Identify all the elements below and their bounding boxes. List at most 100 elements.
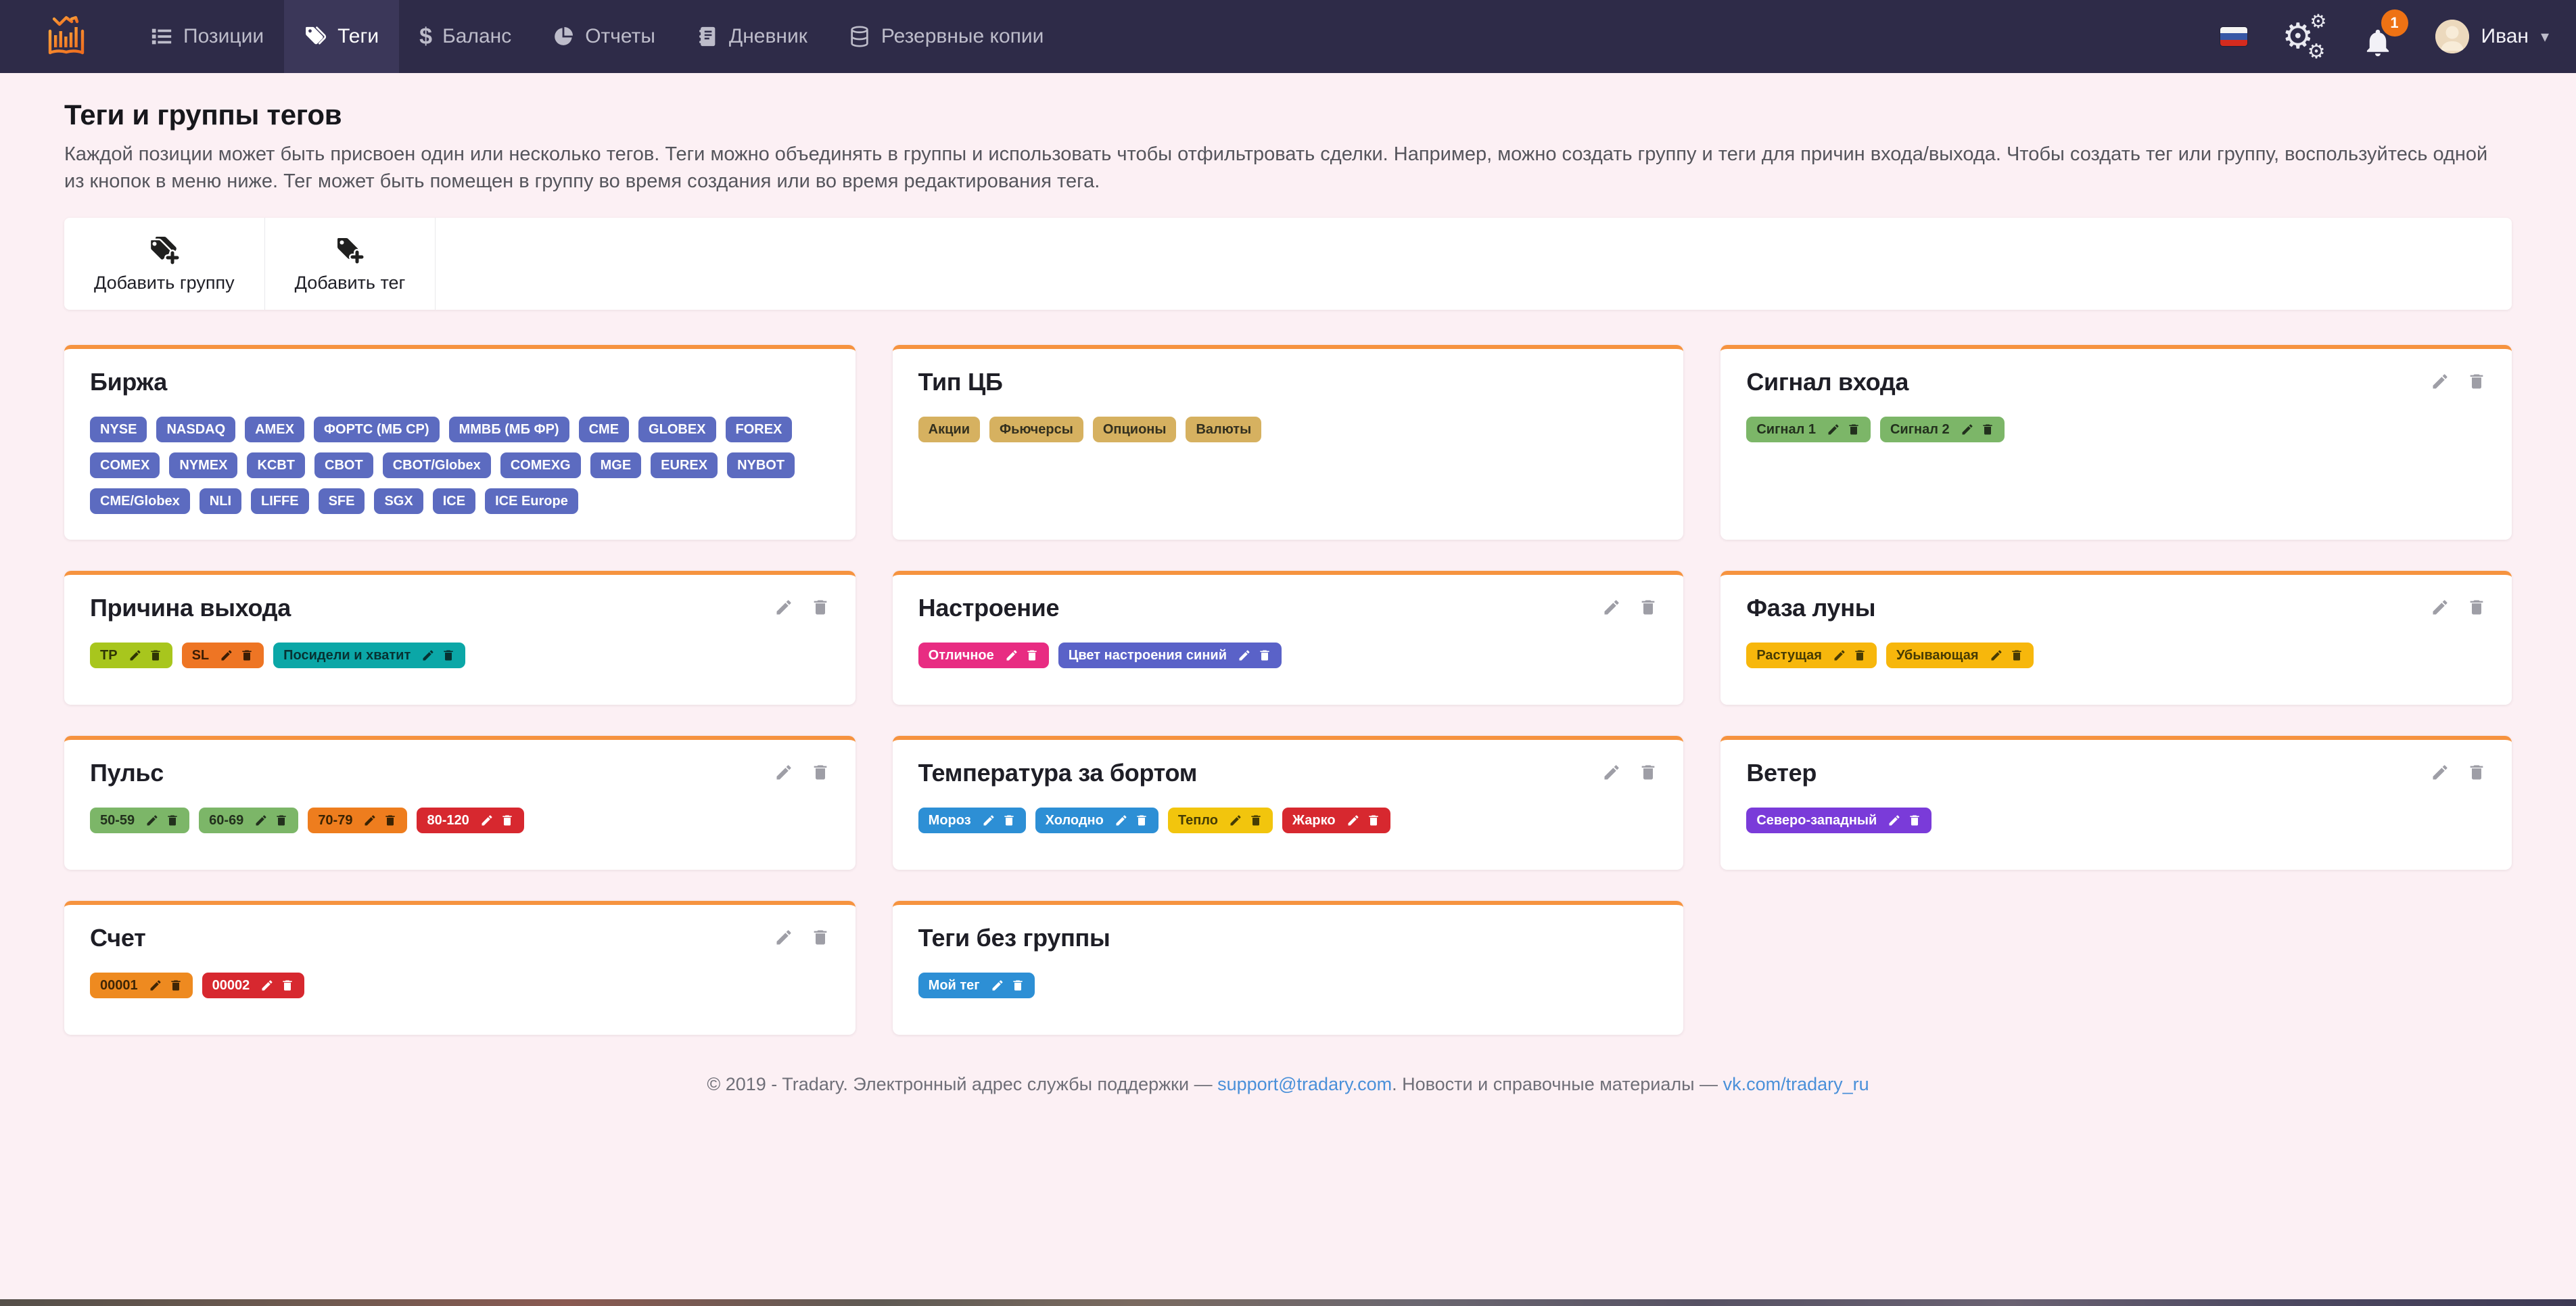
delete-tag-button[interactable] [281, 979, 294, 992]
edit-tag-button[interactable] [254, 814, 268, 827]
edit-tag-button[interactable] [1005, 649, 1018, 662]
tag-label: NASDAQ [166, 422, 226, 438]
notifications-bell[interactable]: 1 [2362, 9, 2408, 58]
nav-item-balance[interactable]: $ Баланс [399, 0, 532, 73]
edit-tag-button[interactable] [1888, 814, 1901, 827]
delete-tag-button[interactable] [166, 814, 179, 827]
tag-chip: NLI [199, 488, 242, 515]
tag-label: 80-120 [427, 813, 469, 829]
delete-group-button[interactable] [1639, 763, 1658, 782]
group-title: Биржа [90, 368, 168, 396]
settings-gears-icon[interactable]: ⚙ ⚙ ⚙ [2282, 11, 2327, 63]
edit-tag-button[interactable] [1229, 814, 1242, 827]
edit-tag-button[interactable] [1833, 649, 1846, 662]
edit-tag-button[interactable] [1990, 649, 2003, 662]
edit-group-button[interactable] [1602, 598, 1621, 617]
tag-actions [128, 649, 162, 662]
delete-tag-button[interactable] [1853, 649, 1867, 662]
tag-chip: NYBOT [727, 452, 795, 479]
tag-actions [982, 814, 1016, 827]
delete-tag-button[interactable] [169, 979, 183, 992]
delete-tag-button[interactable] [1025, 649, 1039, 662]
pencil-icon [1889, 815, 1900, 826]
delete-tag-button[interactable] [240, 649, 254, 662]
add-group-button[interactable]: Добавить группу [64, 218, 265, 310]
delete-group-button[interactable] [2467, 372, 2486, 391]
delete-tag-button[interactable] [383, 814, 397, 827]
edit-tag-button[interactable] [982, 814, 996, 827]
vk-link[interactable]: vk.com/tradary_ru [1723, 1074, 1869, 1095]
add-tag-button[interactable]: Добавить тег [265, 218, 436, 310]
group-title: Настроение [918, 594, 1060, 622]
edit-tag-button[interactable] [220, 649, 233, 662]
delete-tag-button[interactable] [1258, 649, 1271, 662]
edit-group-button[interactable] [2431, 372, 2450, 391]
edit-group-button[interactable] [774, 763, 793, 782]
delete-group-button[interactable] [811, 598, 830, 617]
nav-item-backups[interactable]: Резервные копии [828, 0, 1064, 73]
user-menu[interactable]: Иван ▾ [2435, 20, 2549, 53]
delete-tag-button[interactable] [1847, 423, 1860, 436]
edit-tag-button[interactable] [260, 979, 274, 992]
pencil-icon [1348, 815, 1359, 826]
support-email-link[interactable]: support@tradary.com [1217, 1074, 1392, 1095]
delete-group-button[interactable] [811, 928, 830, 947]
delete-tag-button[interactable] [1002, 814, 1016, 827]
edit-tag-button[interactable] [991, 979, 1004, 992]
edit-tag-button[interactable] [1115, 814, 1128, 827]
group-actions [774, 594, 830, 617]
edit-tag-button[interactable] [145, 814, 159, 827]
edit-tag-button[interactable] [1238, 649, 1251, 662]
tag-chip: MGE [590, 452, 642, 479]
tag-chip: Цвет настроения синий [1058, 643, 1282, 669]
edit-tag-button[interactable] [1827, 423, 1840, 436]
tag-label: Мороз [928, 813, 971, 829]
delete-tag-button[interactable] [2010, 649, 2023, 662]
delete-group-button[interactable] [2467, 598, 2486, 617]
delete-tag-button[interactable] [1367, 814, 1380, 827]
delete-tag-button[interactable] [149, 649, 162, 662]
delete-group-button[interactable] [2467, 763, 2486, 782]
tag-actions [1229, 814, 1263, 827]
brand-logo[interactable] [43, 0, 89, 73]
edit-tag-button[interactable] [480, 814, 494, 827]
tag-chip: Мой тег [918, 973, 1035, 999]
footer-middle: . Новости и справочные материалы — [1392, 1074, 1723, 1095]
edit-tag-button[interactable] [421, 649, 435, 662]
delete-tag-button[interactable] [1981, 423, 1994, 436]
group-tags: Северо-западный [1746, 808, 2486, 834]
edit-group-button[interactable] [2431, 598, 2450, 617]
edit-group-button[interactable] [1602, 763, 1621, 782]
edit-tag-button[interactable] [149, 979, 162, 992]
edit-group-button[interactable] [2431, 763, 2450, 782]
edit-group-button[interactable] [774, 928, 793, 947]
delete-group-button[interactable] [811, 763, 830, 782]
nav-item-tags[interactable]: Теги [284, 0, 400, 73]
delete-tag-button[interactable] [1135, 814, 1148, 827]
edit-tag-button[interactable] [1961, 423, 1974, 436]
delete-group-button[interactable] [1639, 598, 1658, 617]
delete-tag-button[interactable] [500, 814, 514, 827]
delete-tag-button[interactable] [1908, 814, 1921, 827]
delete-tag-button[interactable] [442, 649, 455, 662]
language-flag-ru-icon[interactable] [2220, 27, 2247, 46]
nav-item-reports[interactable]: Отчеты [532, 0, 676, 73]
edit-group-button[interactable] [774, 598, 793, 617]
delete-tag-button[interactable] [1011, 979, 1025, 992]
nav-item-positions[interactable]: Позиции [130, 0, 284, 73]
tag-chip: ММВБ (МБ ФР) [448, 417, 569, 443]
trash-icon [1368, 815, 1378, 826]
pencil-icon [365, 815, 375, 826]
tags-icon [306, 26, 327, 45]
delete-tag-button[interactable] [275, 814, 288, 827]
tag-actions [1961, 423, 1994, 436]
edit-tag-button[interactable] [128, 649, 142, 662]
nav-item-journal[interactable]: Дневник [676, 0, 828, 73]
pencil-icon [256, 815, 266, 826]
edit-tag-button[interactable] [1346, 814, 1360, 827]
group-card-header: Температура за бортом [918, 759, 1658, 787]
tag-label: ММВБ (МБ ФР) [459, 422, 559, 438]
edit-tag-button[interactable] [363, 814, 377, 827]
delete-tag-button[interactable] [1249, 814, 1263, 827]
tag-label: Тепло [1177, 813, 1218, 829]
